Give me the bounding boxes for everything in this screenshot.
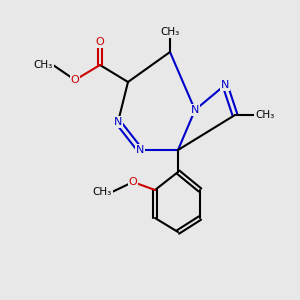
Text: CH₃: CH₃ bbox=[255, 110, 274, 120]
Text: O: O bbox=[96, 37, 104, 47]
Text: CH₃: CH₃ bbox=[93, 187, 112, 197]
Text: CH₃: CH₃ bbox=[160, 27, 180, 37]
Text: O: O bbox=[129, 177, 137, 187]
Text: N: N bbox=[221, 80, 229, 90]
Text: N: N bbox=[136, 145, 144, 155]
Text: N: N bbox=[114, 117, 122, 127]
Text: O: O bbox=[70, 75, 80, 85]
Text: N: N bbox=[191, 105, 199, 115]
Text: CH₃: CH₃ bbox=[34, 60, 53, 70]
